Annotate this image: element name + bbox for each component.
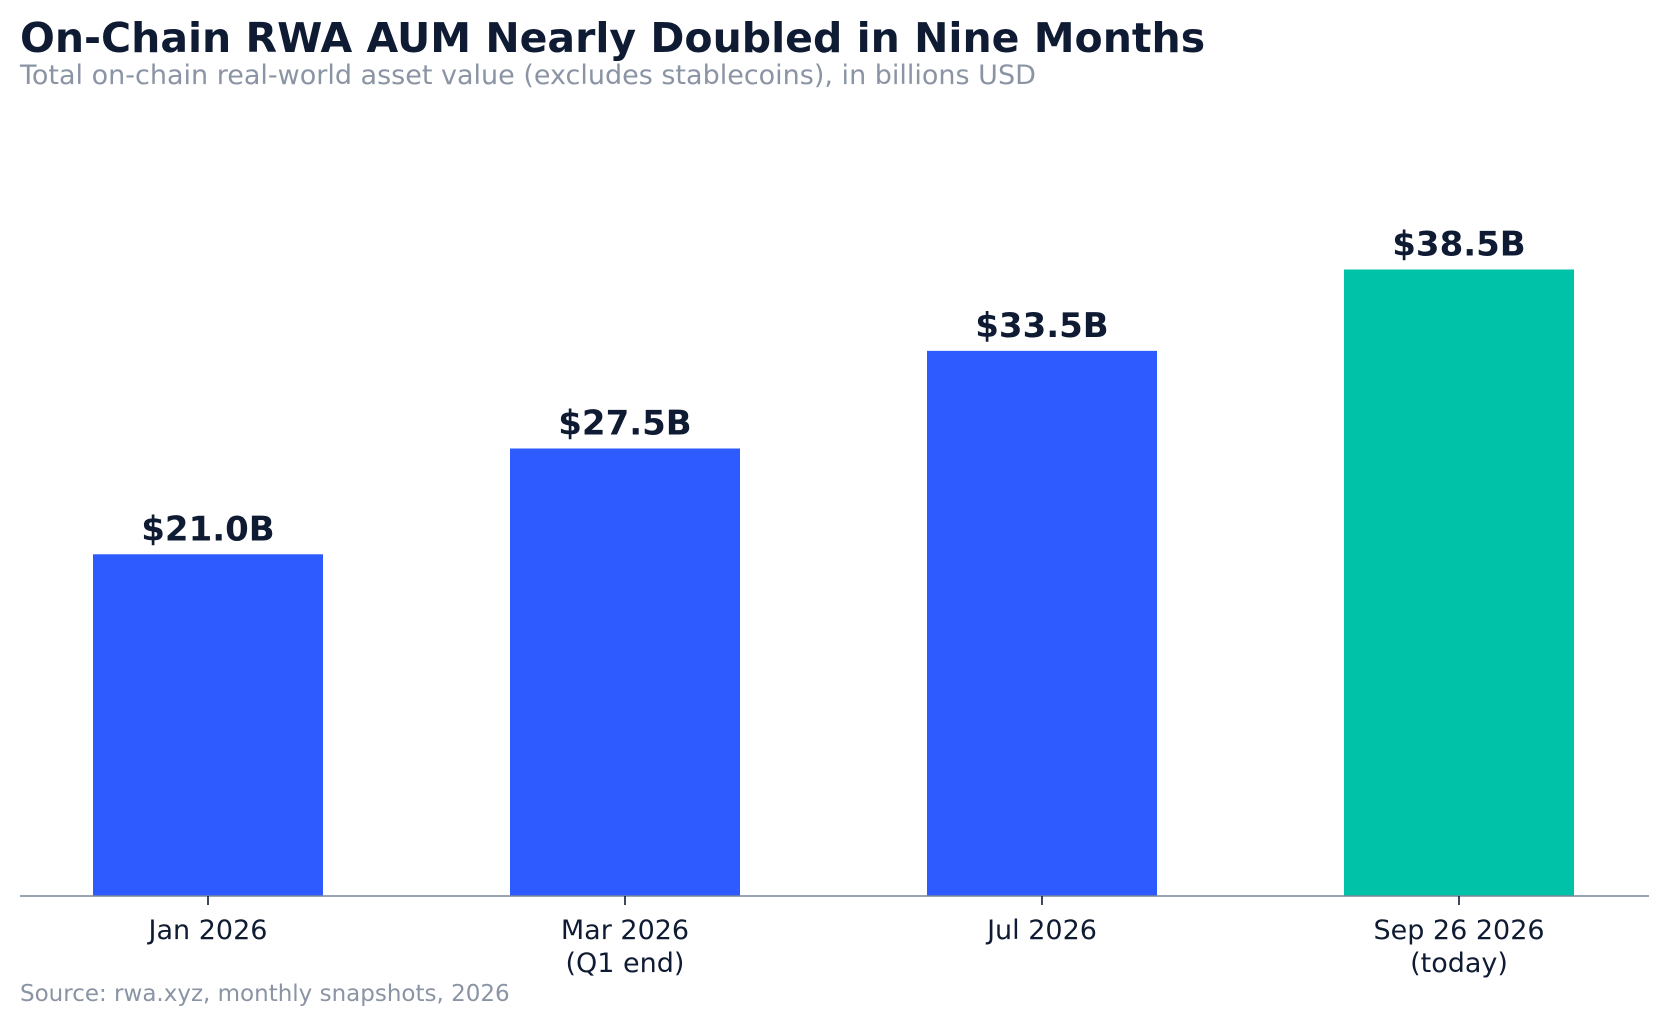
bars-layer: $21.0B $27.5B $33.5B $38.5B xyxy=(93,225,1574,896)
ticks-layer: Jan 2026 Mar 2026 (Q1 end) Jul 2026 Sep 26 2… xyxy=(147,896,1545,979)
x-tick-label: Mar 2026 (Q1 end) xyxy=(561,915,689,979)
bar-1 xyxy=(510,448,740,896)
bar-value-label: $33.5B xyxy=(975,306,1108,346)
chart-title: On-Chain RWA AUM Nearly Doubled in Nine … xyxy=(20,14,1206,62)
x-tick-label: Sep 26 2026 (today) xyxy=(1373,915,1544,979)
chart-source: Source: rwa.xyz, monthly snapshots, 2026 xyxy=(20,981,510,1007)
bar-2 xyxy=(927,350,1157,896)
x-tick-label: Jul 2026 xyxy=(985,915,1097,946)
bar-value-label: $27.5B xyxy=(558,404,691,444)
bar-value-label: $21.0B xyxy=(141,509,274,549)
bar-0 xyxy=(93,554,323,896)
bar-value-label: $38.5B xyxy=(1392,225,1525,265)
bar-3 xyxy=(1344,269,1574,896)
chart-subtitle: Total on-chain real-world asset value (e… xyxy=(20,60,1036,91)
x-tick-label: Jan 2026 xyxy=(147,915,268,946)
